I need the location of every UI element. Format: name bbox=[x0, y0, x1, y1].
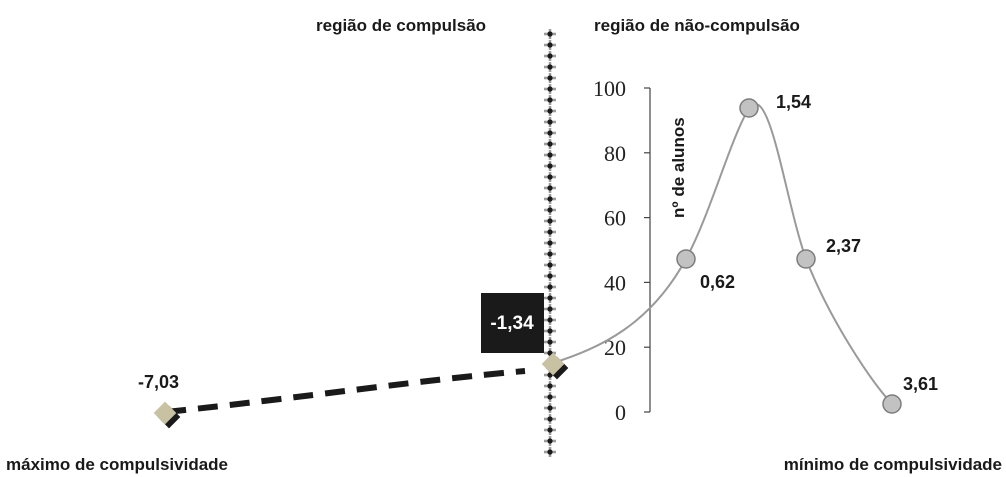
extreme-left-label: máximo de compulsividade bbox=[6, 455, 228, 474]
chain-bead bbox=[544, 51, 556, 61]
chain-bead bbox=[544, 414, 556, 424]
chain-bead bbox=[544, 392, 556, 402]
y-tick-label: 20 bbox=[604, 335, 626, 360]
chain-bead bbox=[544, 271, 556, 281]
chain-bead bbox=[544, 183, 556, 193]
dashed-extrapolation bbox=[165, 368, 526, 415]
chain-bead bbox=[544, 403, 556, 413]
chain-bead bbox=[544, 326, 556, 336]
point-3-label: 2,37 bbox=[826, 236, 861, 256]
boundary-value-label: -1,34 bbox=[490, 313, 534, 334]
chain-bead bbox=[544, 447, 556, 457]
chain-bead bbox=[544, 40, 556, 50]
chain-bead bbox=[544, 249, 556, 259]
chain-bead bbox=[544, 117, 556, 127]
y-tick-label: 60 bbox=[604, 206, 626, 231]
region-left-label: região de compulsão bbox=[316, 16, 486, 35]
marker-min bbox=[153, 401, 181, 429]
chain-bead bbox=[544, 436, 556, 446]
chain-bead bbox=[544, 227, 556, 237]
chain-bead bbox=[544, 84, 556, 94]
chain-bead bbox=[544, 425, 556, 435]
boundary-chain bbox=[544, 29, 556, 457]
chain-bead bbox=[544, 73, 556, 83]
point-1-label: 0,62 bbox=[700, 272, 735, 292]
chain-bead bbox=[544, 128, 556, 138]
chain-bead bbox=[544, 29, 556, 39]
chain-bead bbox=[544, 194, 556, 204]
chain-bead bbox=[544, 348, 556, 358]
chain-bead bbox=[544, 95, 556, 105]
y-tick-label: 80 bbox=[604, 141, 626, 166]
chain-bead bbox=[544, 304, 556, 314]
point-1 bbox=[676, 249, 696, 269]
chain-bead bbox=[544, 238, 556, 248]
y-ticks: 100 80 60 40 20 0 bbox=[593, 76, 650, 425]
chain-bead bbox=[544, 139, 556, 149]
y-axis-label: nº de alunos bbox=[669, 117, 688, 218]
chain-bead bbox=[544, 205, 556, 215]
point-3 bbox=[796, 249, 816, 269]
point-2-label: 1,54 bbox=[776, 92, 811, 112]
point-4 bbox=[882, 394, 902, 414]
chain-bead bbox=[544, 293, 556, 303]
chain-bead bbox=[544, 106, 556, 116]
chain-bead bbox=[544, 370, 556, 380]
chain-bead bbox=[544, 150, 556, 160]
point-4-label: 3,61 bbox=[903, 374, 938, 394]
chain-bead bbox=[544, 260, 556, 270]
y-tick-label: 40 bbox=[604, 270, 626, 295]
point-2 bbox=[739, 98, 759, 118]
chain-bead bbox=[544, 337, 556, 347]
y-tick-label: 0 bbox=[615, 400, 626, 425]
chain-bead bbox=[544, 161, 556, 171]
extreme-right-label: mínimo de compulsividade bbox=[784, 455, 1002, 474]
chain-bead bbox=[544, 381, 556, 391]
region-right-label: região de não-compulsão bbox=[594, 16, 800, 35]
chain-bead bbox=[544, 216, 556, 226]
y-tick-label: 100 bbox=[593, 76, 626, 101]
chain-bead bbox=[544, 282, 556, 292]
chain-bead bbox=[544, 315, 556, 325]
boundary-value-box bbox=[481, 293, 544, 353]
marker-min-label: -7,03 bbox=[138, 372, 179, 392]
chain-bead bbox=[544, 62, 556, 72]
chain-bead bbox=[544, 172, 556, 182]
